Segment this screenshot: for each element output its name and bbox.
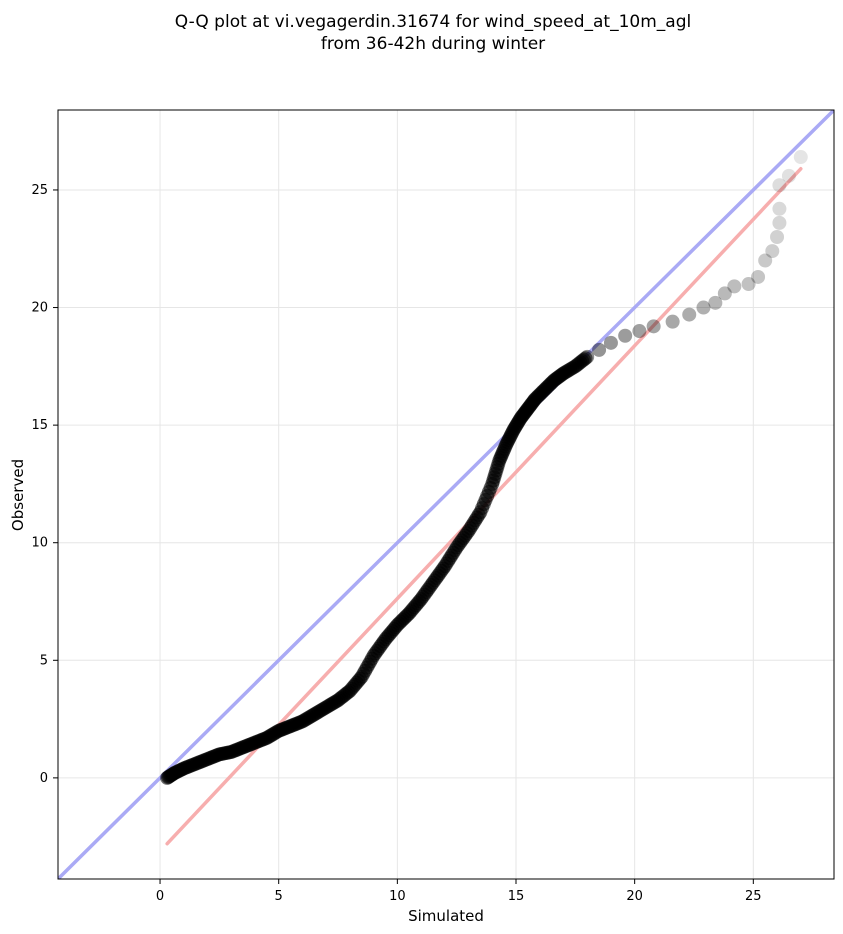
qq-tail-point <box>618 328 633 343</box>
identity-line <box>58 110 834 879</box>
x-tick-label: 25 <box>745 889 762 904</box>
qq-tail-point <box>772 215 787 230</box>
qq-tail-point <box>632 324 647 339</box>
grid-lines <box>58 110 834 879</box>
chart-title-line1: Q-Q plot at vi.vegagerdin.31674 for wind… <box>175 12 691 32</box>
x-axis-label: Simulated <box>408 907 484 925</box>
y-axis-label: Observed <box>9 459 27 531</box>
chart-title-line2: from 36-42h during winter <box>321 34 545 54</box>
x-tick-label: 10 <box>389 889 406 904</box>
qq-tail-point <box>696 300 711 315</box>
qq-tail-point <box>758 253 773 268</box>
qq-tail-point <box>646 319 661 334</box>
qq-point <box>578 351 593 366</box>
qq-tail-point <box>665 314 680 329</box>
y-tick-label: 20 <box>31 301 48 316</box>
x-axis-ticks: 0 5 10 15 20 25 <box>156 879 762 904</box>
qq-tail-point <box>770 229 785 244</box>
qq-tail-point <box>751 269 766 284</box>
y-axis-ticks: 0 5 10 15 20 25 <box>31 183 58 786</box>
qq-tail-point <box>765 244 780 259</box>
reference-lines <box>58 110 834 879</box>
qq-tail-point <box>603 335 618 350</box>
y-tick-label: 5 <box>40 653 48 668</box>
qq-tail-point <box>592 342 607 357</box>
qq-tail-point <box>781 168 796 183</box>
plot-frame <box>57 109 835 880</box>
x-tick-label: 5 <box>275 889 283 904</box>
y-tick-label: 10 <box>31 536 48 551</box>
qq-tail-point <box>682 307 697 322</box>
qq-tail-point <box>727 279 742 294</box>
y-tick-label: 15 <box>31 418 48 433</box>
y-tick-label: 0 <box>40 771 48 786</box>
x-tick-label: 20 <box>626 889 643 904</box>
data-points <box>160 150 808 785</box>
qq-tail-point <box>772 201 787 216</box>
qq-tail-point <box>772 178 787 193</box>
qq-tail-point <box>793 150 808 165</box>
qq-tail-point <box>717 286 732 301</box>
y-tick-label: 25 <box>31 183 48 198</box>
qq-point <box>580 349 595 364</box>
qq-tail-point <box>708 295 723 310</box>
qq-tail-point <box>741 277 756 292</box>
x-tick-label: 0 <box>156 889 164 904</box>
x-tick-label: 15 <box>508 889 525 904</box>
